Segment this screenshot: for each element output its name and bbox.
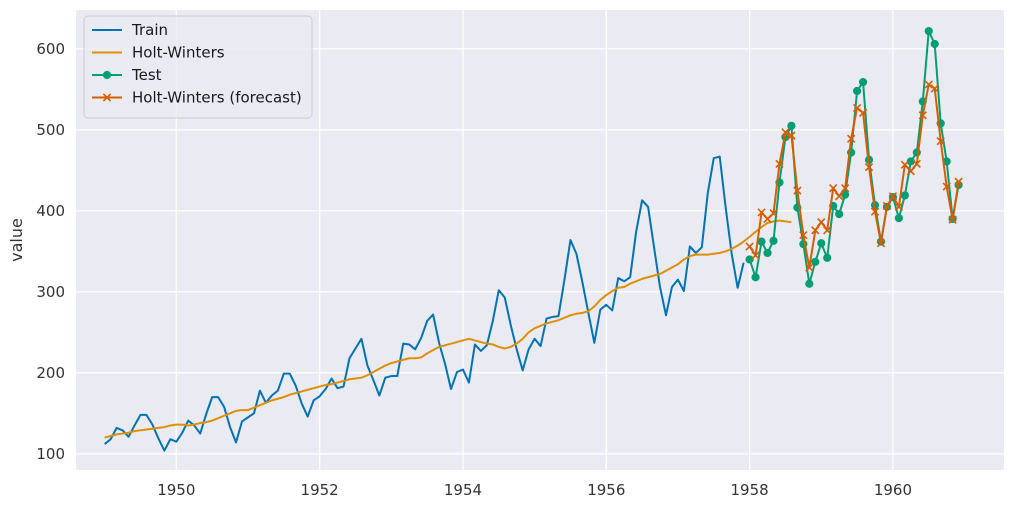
data-point: [912, 159, 921, 169]
x-tick-label: 1956: [587, 481, 625, 499]
series-group: [745, 80, 963, 272]
data-point: [864, 162, 874, 172]
legend-item: Holt-Winters (forecast): [92, 89, 302, 107]
legend-item: Train: [92, 21, 168, 39]
data-point: [805, 279, 814, 288]
data-point: [942, 182, 951, 191]
legend-item: Test: [92, 66, 162, 84]
data-point: [894, 214, 903, 223]
data-point: [781, 128, 790, 137]
data-point: [793, 186, 802, 195]
data-point: [930, 84, 939, 93]
legend-label: Test: [131, 66, 162, 84]
data-point: [745, 255, 754, 264]
legend: Train Holt-Winters Test Holt-Winters (forec…: [83, 15, 313, 119]
x-tick-label: 1952: [301, 481, 339, 499]
data-point: [751, 251, 760, 260]
data-point: [811, 257, 820, 266]
grid-lines: [76, 10, 1004, 470]
y-axis-label: value: [7, 218, 26, 262]
y-tick-label: 200: [36, 364, 65, 382]
legend-label: Train: [131, 21, 168, 39]
data-point: [823, 253, 832, 262]
axis-ticks: 1950 1952 1954 1956 1958 1960 100 200 300 400 500 6…: [36, 40, 912, 499]
legend-label: Holt-Winters (forecast): [132, 89, 302, 107]
data-point: [948, 215, 957, 224]
series-group: [104, 155, 745, 452]
y-tick-label: 100: [36, 445, 65, 463]
data-point: [787, 131, 796, 140]
data-point: [835, 192, 844, 201]
data-point: [918, 111, 927, 120]
data-point: [876, 239, 886, 248]
y-tick-label: 300: [36, 283, 65, 301]
data-point: [900, 160, 910, 169]
data-point: [936, 137, 945, 146]
data-point: [954, 177, 963, 186]
data-point: [852, 86, 862, 96]
legend-frame: [83, 15, 313, 119]
data-point: [882, 201, 892, 211]
x-tick-label: 1960: [874, 481, 912, 499]
y-tick-label: 500: [36, 121, 65, 139]
data-point: [888, 192, 898, 201]
x-tick-label: 1958: [731, 481, 769, 499]
data-point: [769, 236, 778, 245]
data-point: [900, 191, 909, 200]
data-point: [835, 209, 844, 219]
data-point: [799, 230, 808, 240]
x-tick-label: 1954: [444, 481, 482, 499]
y-tick-label: 400: [36, 202, 65, 220]
data-point: [757, 237, 766, 246]
data-point: [817, 218, 826, 227]
data-point: [894, 202, 904, 211]
data-point: [858, 108, 868, 118]
data-point: [102, 70, 112, 80]
data-point: [829, 184, 838, 193]
series-line: [104, 219, 792, 439]
legend-label: Holt-Winters: [132, 44, 225, 62]
series-line: [748, 83, 960, 269]
data-point: [817, 239, 826, 248]
data-point: [924, 80, 933, 89]
data-point: [805, 263, 814, 272]
data-point: [811, 226, 820, 235]
data-point: [924, 26, 933, 36]
data-point: [870, 207, 880, 216]
data-point: [763, 248, 772, 258]
data-point: [102, 93, 112, 102]
data-point: [787, 121, 796, 130]
data-point: [906, 166, 916, 176]
data-point: [846, 134, 856, 143]
data-point: [745, 242, 754, 251]
legend-item: Holt-Winters: [92, 44, 225, 62]
y-tick-label: 600: [36, 40, 65, 58]
data-point: [930, 39, 939, 49]
series-group: [104, 219, 792, 439]
data-point: [840, 184, 850, 193]
series-lines: [104, 26, 963, 452]
data-point: [769, 209, 778, 218]
data-point: [751, 273, 760, 282]
data-point: [757, 208, 766, 217]
data-point: [858, 77, 868, 87]
data-point: [775, 159, 784, 169]
x-tick-label: 1950: [157, 481, 195, 499]
series-line: [104, 155, 745, 452]
data-point: [823, 226, 832, 235]
